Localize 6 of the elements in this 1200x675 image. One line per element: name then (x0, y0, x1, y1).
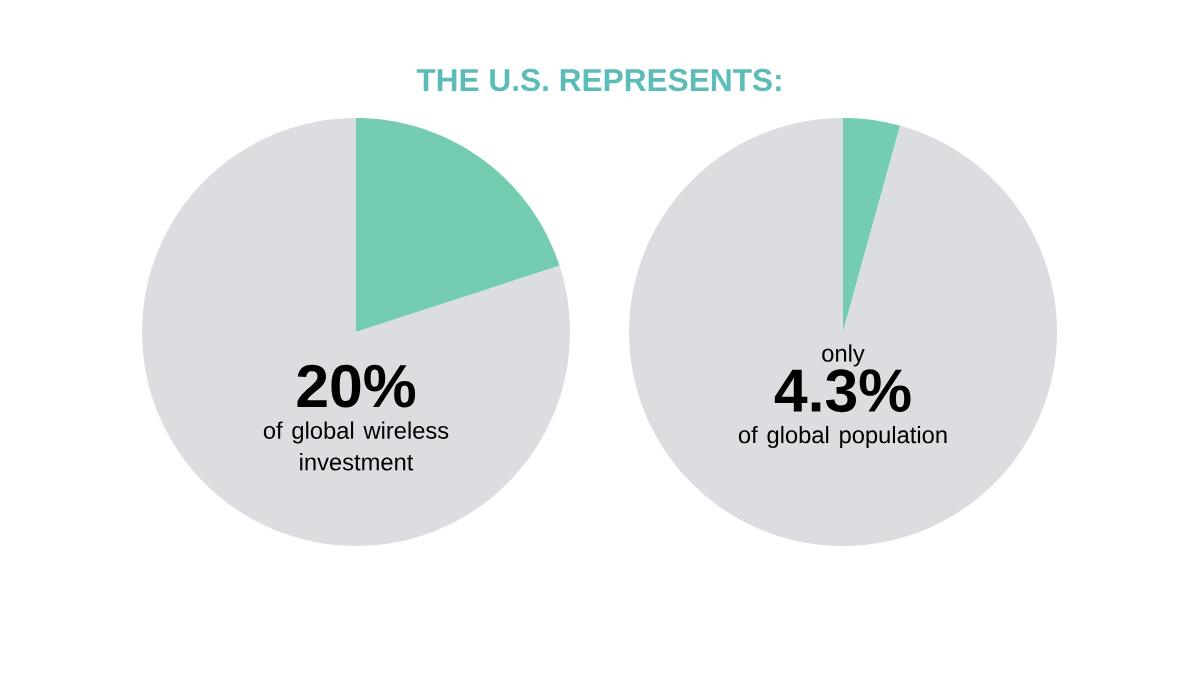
chart-title: THE U.S. REPRESENTS: (416, 68, 781, 92)
text: of global population (738, 425, 947, 449)
text: 4.3% (774, 369, 911, 413)
text: only (822, 344, 865, 367)
text: 20% (297, 364, 416, 408)
text: of global wireless investment (263, 421, 449, 471)
